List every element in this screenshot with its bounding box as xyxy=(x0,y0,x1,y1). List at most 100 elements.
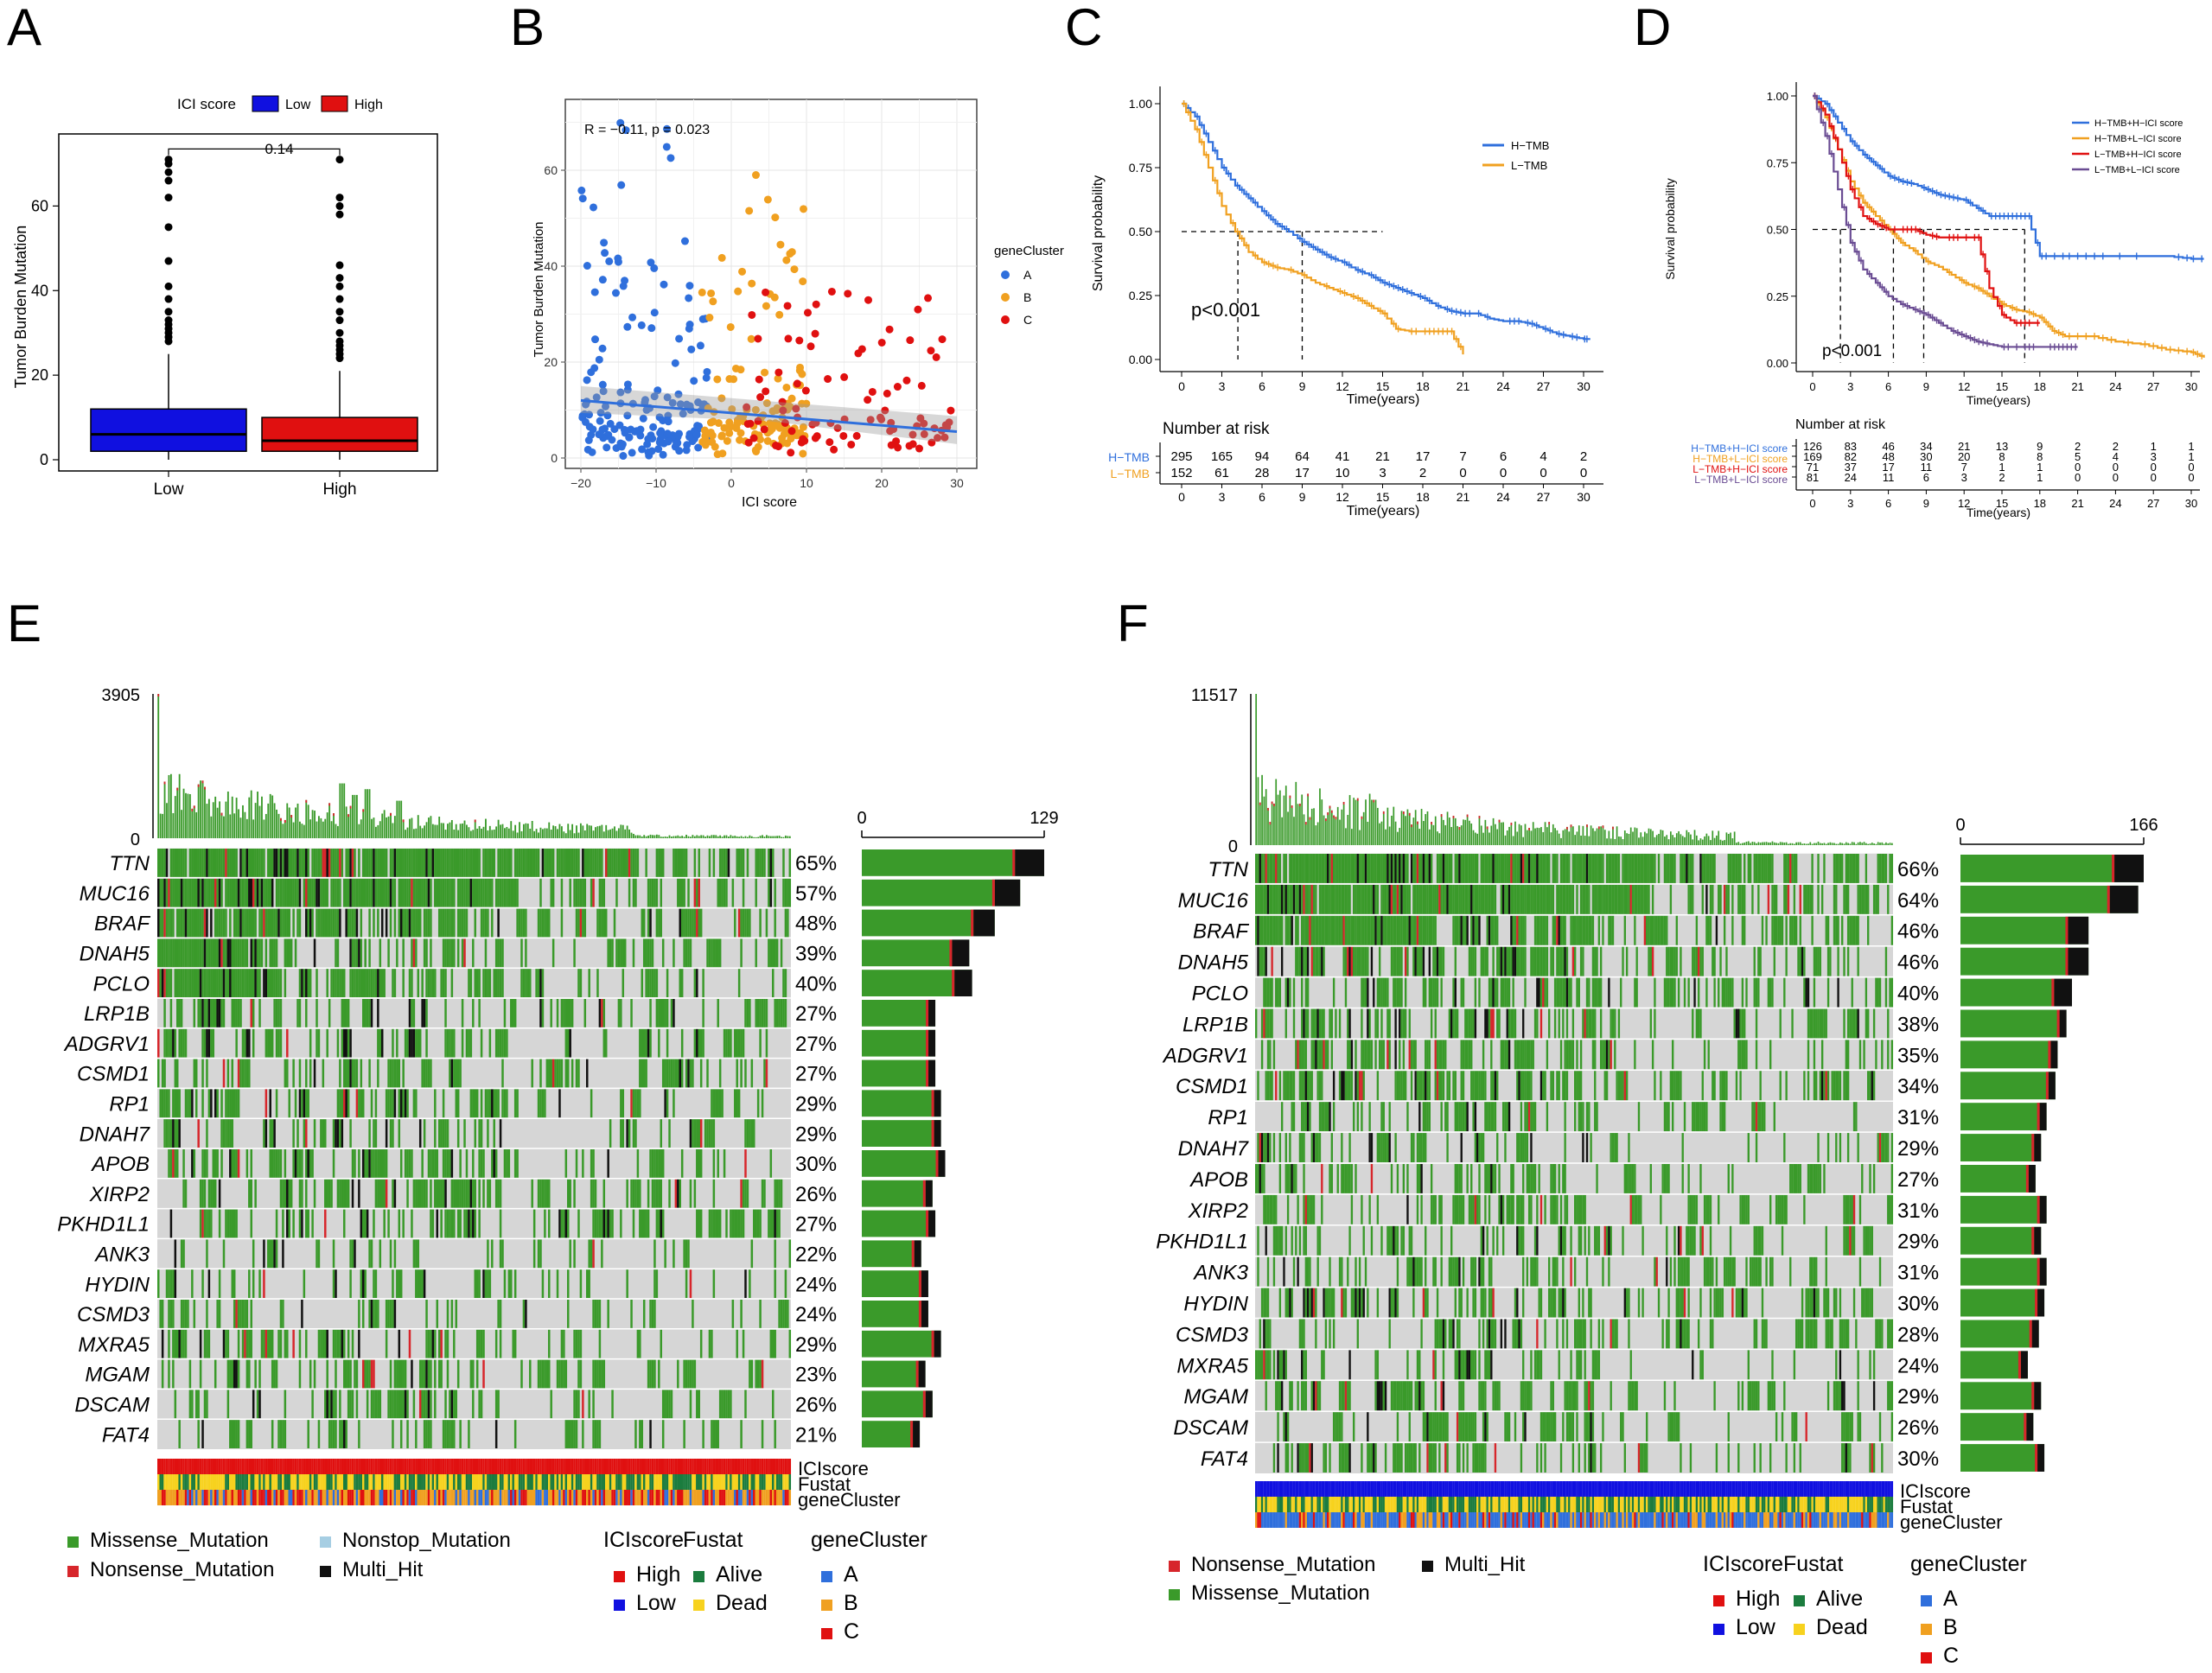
E-cell xyxy=(611,1390,614,1419)
E-cell xyxy=(459,1209,462,1238)
b-point-b xyxy=(730,375,738,384)
b-point-b xyxy=(725,429,734,437)
F-tmb-bar xyxy=(1670,831,1672,845)
E-cell xyxy=(731,1300,735,1328)
E-cell xyxy=(622,938,625,968)
E-cell xyxy=(235,908,238,938)
E-cell xyxy=(275,1239,278,1269)
E-tmb-bar xyxy=(216,807,219,838)
E-anno-iciscore xyxy=(551,1459,555,1474)
E-tmb-bar xyxy=(493,829,495,838)
E-cell xyxy=(225,1119,227,1148)
E-cell xyxy=(651,1359,654,1389)
E-cell xyxy=(666,999,669,1027)
E-cell xyxy=(254,969,257,997)
E-cell xyxy=(421,1359,424,1389)
E-anno-fustat xyxy=(316,1474,318,1490)
E-cell xyxy=(463,1119,466,1148)
E-cell xyxy=(385,1329,388,1358)
E-cell xyxy=(206,1390,208,1419)
E-anno-genecluster xyxy=(366,1490,369,1505)
E-cell xyxy=(260,849,264,877)
E-cell xyxy=(708,849,711,877)
E-cell xyxy=(664,1059,666,1088)
F-tmb-bar xyxy=(1610,838,1612,845)
E-anno-fustat xyxy=(335,1474,337,1490)
c-risk-xtick-label: 12 xyxy=(1335,490,1349,504)
E-cell xyxy=(630,1089,633,1118)
E-gene-pct: 27% xyxy=(795,1063,837,1086)
F-tmb-bar xyxy=(1544,822,1546,845)
E-anno-genecluster xyxy=(598,1490,602,1505)
E-count-bar-multihit xyxy=(938,1150,946,1177)
b-point-c xyxy=(799,435,807,443)
E-cell xyxy=(573,1420,576,1448)
panel-letter-e: E xyxy=(7,595,41,652)
E-tmb-bar xyxy=(746,836,749,838)
E-cell xyxy=(427,1390,430,1419)
E-cell xyxy=(411,908,413,938)
b-point-a xyxy=(577,186,586,194)
E-count-bar xyxy=(862,1360,926,1388)
b-point-c xyxy=(881,406,889,415)
E-cell xyxy=(368,1119,371,1148)
E-cell xyxy=(482,1179,485,1208)
E-tmb-bar xyxy=(200,780,202,838)
E-cell xyxy=(182,1329,185,1358)
E-cell xyxy=(475,969,479,997)
E-anno-iciscore xyxy=(436,1459,439,1474)
E-legend-group-title: Fustat xyxy=(683,1528,743,1552)
E-anno-fustat xyxy=(763,1474,766,1490)
E-cell xyxy=(455,1300,458,1328)
F-tmb-bar xyxy=(1733,831,1736,845)
E-cell xyxy=(326,1359,328,1389)
E-cell xyxy=(351,969,354,997)
E-gene-pct: 27% xyxy=(795,1033,837,1056)
E-cell xyxy=(472,938,475,968)
E-cell xyxy=(456,1209,460,1238)
E-anno-iciscore xyxy=(191,1459,194,1474)
E-cell xyxy=(163,938,166,968)
E-anno-genecluster xyxy=(322,1490,325,1505)
E-cell xyxy=(582,878,584,907)
E-anno-fustat xyxy=(218,1474,221,1490)
F-tmb-bar xyxy=(1431,822,1432,845)
E-cell xyxy=(717,878,719,907)
d-risk-cell: 126 xyxy=(1803,440,1822,453)
E-cell xyxy=(174,1089,177,1118)
E-cell xyxy=(510,999,513,1027)
F-tmb-bar xyxy=(1323,815,1325,845)
F-tmb-bar xyxy=(1386,807,1389,845)
E-cell xyxy=(377,1300,379,1328)
E-cell xyxy=(332,1149,335,1178)
E-cell xyxy=(456,1059,460,1088)
E-cell xyxy=(579,1269,583,1298)
E-tmb-bar xyxy=(316,821,318,838)
E-cell xyxy=(245,969,249,997)
E-anno-fustat xyxy=(174,1474,177,1490)
E-anno-iciscore xyxy=(218,1459,221,1474)
E-anno-genecluster xyxy=(436,1490,439,1505)
E-anno-fustat xyxy=(617,1474,621,1490)
E-anno-iciscore xyxy=(256,1459,259,1474)
E-cell xyxy=(385,1149,388,1178)
E-cell xyxy=(415,1239,418,1269)
E-cell xyxy=(324,1119,327,1148)
E-cell xyxy=(556,999,559,1027)
E-cell xyxy=(602,1359,606,1389)
E-cell xyxy=(689,1390,692,1419)
E-cell xyxy=(169,1119,173,1148)
E-cell xyxy=(598,1329,602,1358)
E-anno-genecluster xyxy=(392,1490,394,1505)
F-tmb-bar xyxy=(1586,824,1588,845)
E-cell xyxy=(169,1149,173,1178)
F-tmb-nonsense xyxy=(1466,814,1469,817)
E-cell xyxy=(469,1179,473,1208)
E-cell xyxy=(501,1089,504,1118)
E-cell xyxy=(199,908,202,938)
E-cell xyxy=(558,1089,561,1118)
E-cell xyxy=(265,878,268,907)
E-cell xyxy=(360,969,363,997)
E-anno-fustat xyxy=(628,1474,631,1490)
E-anno-genecluster xyxy=(444,1490,447,1505)
